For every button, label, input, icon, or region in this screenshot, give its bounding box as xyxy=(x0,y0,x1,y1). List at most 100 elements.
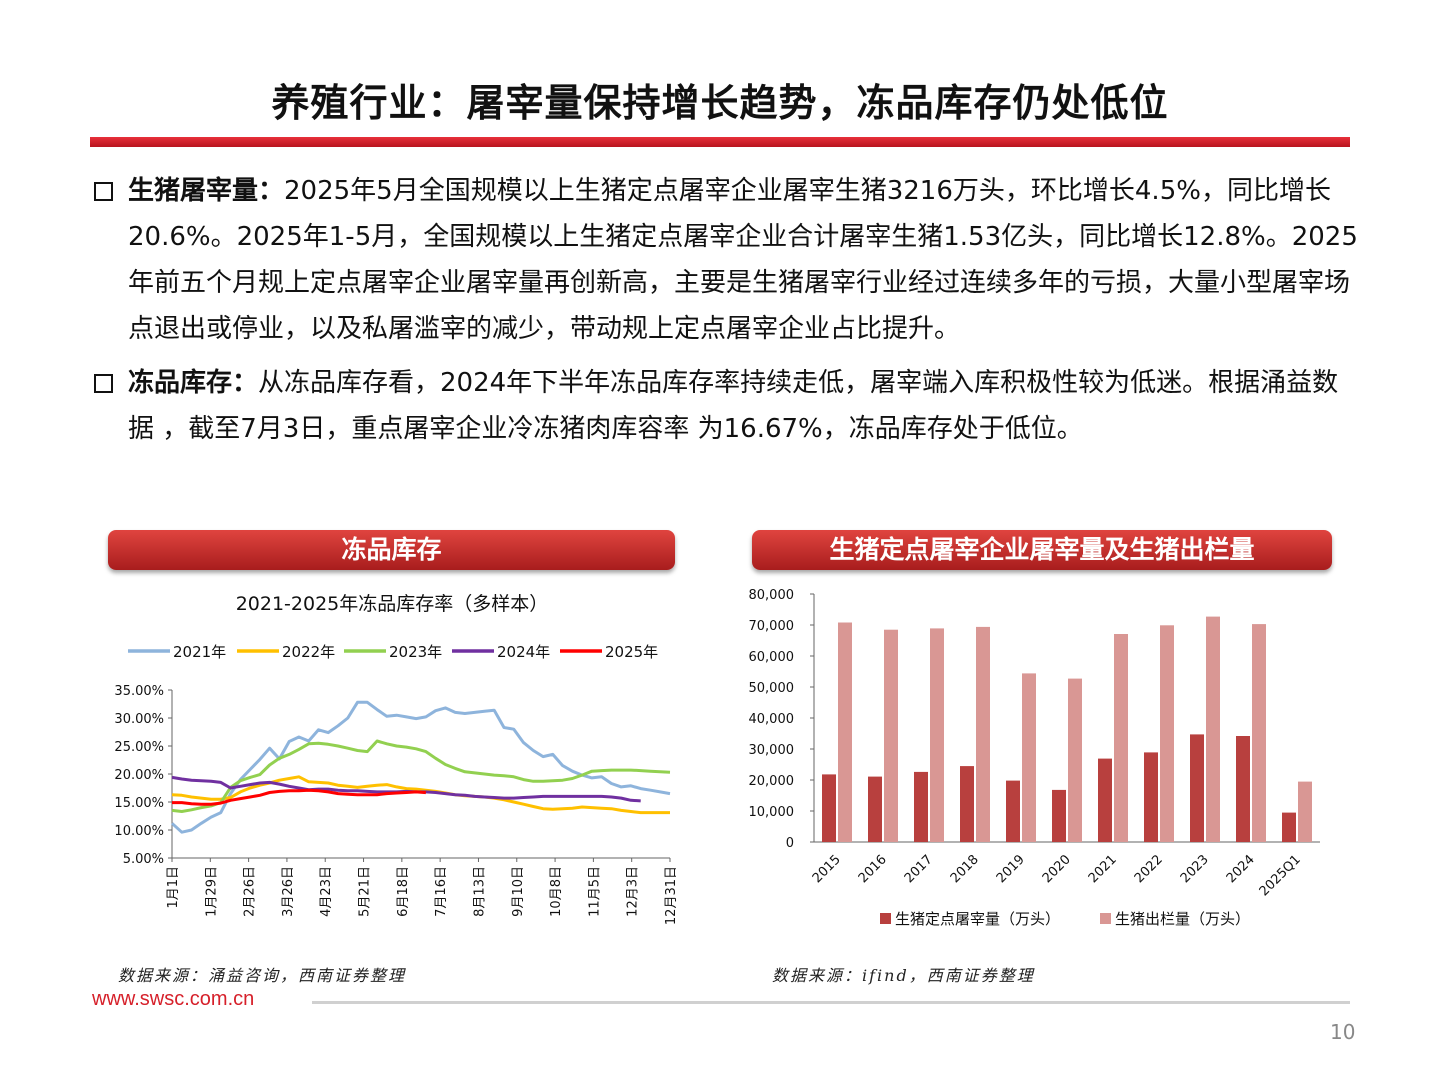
x-tick-label: 10月8日 xyxy=(549,866,564,917)
y-tick-label: 30,000 xyxy=(749,743,795,758)
legend-swatch xyxy=(1100,913,1111,924)
x-tick-label: 2024 xyxy=(1224,852,1258,886)
footer-url[interactable]: www.swsc.com.cn xyxy=(92,988,255,1010)
bar-2021-output xyxy=(1114,634,1128,842)
y-tick-label: 20.00% xyxy=(114,768,164,783)
right-chart-background: 80,000 70,000 60,000 50,000 40,000 30,000 20,0… xyxy=(740,578,1340,956)
x-tick-label: 12月3日 xyxy=(626,866,641,917)
y-tick-label: 10,000 xyxy=(749,805,795,820)
bar-2025Q1-output xyxy=(1298,781,1312,842)
checkbox-bullet-icon xyxy=(94,374,113,393)
bullet-text: 从冻品库存看，2024年下半年冻品库存率持续走低，屠宰端入库积极性较为低迷。根据… xyxy=(128,368,1339,444)
bar-2019-slaughter xyxy=(1006,780,1020,842)
legend-item: 2023年 xyxy=(344,643,442,661)
checkbox-bullet-icon xyxy=(94,182,113,201)
x-tick-label: 2016 xyxy=(856,852,890,886)
series-line-2021年 xyxy=(170,700,671,834)
x-tick-label: 6月18日 xyxy=(396,866,411,917)
legend-item: 生猪定点屠宰量（万头） xyxy=(880,910,1060,928)
legend-label: 生猪定点屠宰量（万头） xyxy=(895,910,1060,928)
x-tick-label: 2月26日 xyxy=(243,866,258,917)
bar-2023-slaughter xyxy=(1190,734,1204,842)
bar-2024-output xyxy=(1252,624,1266,842)
bullet-slaughter: 生猪屠宰量：2025年5月全国规模以上生猪定点屠宰企业屠宰生猪3216万头，环比… xyxy=(92,168,1362,352)
bullet-heading: 冻品库存： xyxy=(128,368,259,398)
bar-2016-slaughter xyxy=(868,776,882,842)
x-tick-label: 12月31日 xyxy=(664,866,679,925)
y-tick-label: 80,000 xyxy=(749,588,795,603)
bar-2018-output xyxy=(976,626,990,842)
x-tick-label: 2017 xyxy=(902,852,936,886)
bar-2025Q1-slaughter xyxy=(1282,812,1296,842)
y-tick-label: 0 xyxy=(786,836,794,851)
x-tick-label: 9月10日 xyxy=(511,866,526,917)
y-tick-label: 30.00% xyxy=(114,712,164,727)
legend-label: 2024年 xyxy=(497,643,550,661)
legend-item: 2021年 xyxy=(128,643,226,661)
legend-swatch xyxy=(880,913,891,924)
left-source-note: 数据来源：涌益咨询，西南证券整理 xyxy=(118,966,407,985)
page-number: 10 xyxy=(1330,1020,1356,1044)
y-tick-label: 40,000 xyxy=(749,712,795,727)
series-line-2025年 xyxy=(172,788,427,806)
bar-2022-slaughter xyxy=(1144,752,1158,842)
y-tick-label: 50,000 xyxy=(749,681,795,696)
bullet-frozen-stock: 冻品库存：从冻品库存看，2024年下半年冻品库存率持续走低，屠宰端入库积极性较为… xyxy=(92,360,1362,452)
bar-2016-output xyxy=(884,629,898,842)
x-tick-label: 4月23日 xyxy=(319,866,334,917)
x-tick-label: 2015 xyxy=(810,852,844,886)
legend-label: 2021年 xyxy=(173,643,226,661)
legend-item: 2022年 xyxy=(237,643,335,661)
bar-2020-slaughter xyxy=(1052,789,1066,842)
x-tick-label: 2018 xyxy=(948,852,982,886)
x-tick-label: 7月16日 xyxy=(434,866,449,917)
left-chart-background: 2021-2025年冻品库存率（多样本） 2021年 2022年 2023年 2024年… xyxy=(92,578,692,956)
bullet-text: 2025年5月全国规模以上生猪定点屠宰企业屠宰生猪3216万头，环比增长4.5%… xyxy=(128,176,1358,344)
x-tick-label: 2019 xyxy=(994,852,1028,886)
y-tick-label: 20,000 xyxy=(749,774,795,789)
x-tick-label: 2022 xyxy=(1132,852,1166,886)
x-tick-label: 8月13日 xyxy=(472,866,487,917)
bar-2020-output xyxy=(1068,678,1082,842)
y-tick-label: 15.00% xyxy=(114,796,164,811)
title-divider xyxy=(90,137,1350,147)
x-tick-label: 2025Q1 xyxy=(1257,852,1304,899)
bar-2023-output xyxy=(1206,616,1220,842)
bar-2022-output xyxy=(1160,625,1174,842)
bar-2017-slaughter xyxy=(914,771,928,842)
right-source-note: 数据来源：ifind，西南证券整理 xyxy=(772,966,1035,985)
bar-2024-slaughter xyxy=(1236,736,1250,842)
legend-label: 2022年 xyxy=(282,643,335,661)
frozen-stock-line-chart: 2021-2025年冻品库存率（多样本） 2021年 2022年 2023年 2024年… xyxy=(114,593,679,925)
y-tick-label: 25.00% xyxy=(114,740,164,755)
legend-label: 2025年 xyxy=(605,643,658,661)
series-line-2023年 xyxy=(171,739,671,813)
x-tick-label: 5月21日 xyxy=(358,866,373,917)
y-tick-label: 10.00% xyxy=(114,824,164,839)
chart-title: 2021-2025年冻品库存率（多样本） xyxy=(236,593,549,615)
legend-item: 2025年 xyxy=(560,643,658,661)
y-tick-label: 70,000 xyxy=(749,619,795,634)
right-panel-header: 生猪定点屠宰企业屠宰量及生猪出栏量 xyxy=(752,530,1332,570)
legend-item: 生猪出栏量（万头） xyxy=(1100,910,1250,928)
bullet-heading: 生猪屠宰量： xyxy=(128,176,285,206)
left-panel-header: 冻品库存 xyxy=(108,530,675,570)
x-tick-label: 2021 xyxy=(1086,852,1120,886)
x-tick-label: 2023 xyxy=(1178,852,1212,886)
x-tick-label: 1月1日 xyxy=(166,866,181,909)
bar-2017-output xyxy=(930,628,944,842)
x-tick-label: 2020 xyxy=(1040,852,1074,886)
bar-2015-slaughter xyxy=(822,774,836,842)
bar-2019-output xyxy=(1022,673,1036,842)
x-tick-label: 11月5日 xyxy=(587,866,602,917)
legend-label: 2023年 xyxy=(389,643,442,661)
x-tick-label: 1月29日 xyxy=(204,866,219,917)
bar-2018-slaughter xyxy=(960,766,974,842)
y-tick-label: 5.00% xyxy=(123,852,164,867)
slaughter-bar-chart: 80,000 70,000 60,000 50,000 40,000 30,000 20,0… xyxy=(749,588,1320,928)
x-tick-label: 3月26日 xyxy=(281,866,296,917)
y-tick-label: 60,000 xyxy=(749,650,795,665)
y-tick-label: 35.00% xyxy=(114,684,164,699)
legend-label: 生猪出栏量（万头） xyxy=(1115,910,1250,928)
bar-2021-slaughter xyxy=(1098,758,1112,842)
